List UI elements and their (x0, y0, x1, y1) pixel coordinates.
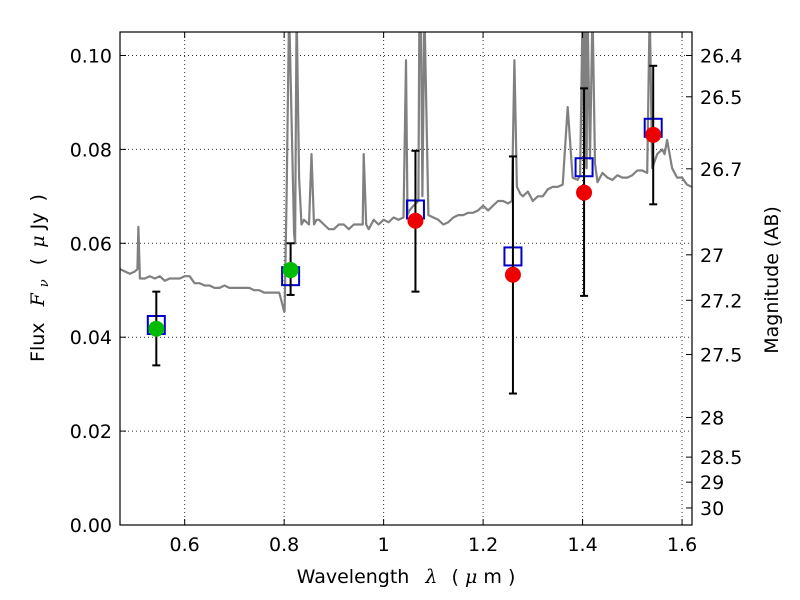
y2-tick-label: 29 (700, 472, 724, 494)
y-tick-label: 0.08 (70, 139, 112, 161)
y-tick-label: 0.04 (70, 327, 112, 349)
observed-point (407, 212, 424, 229)
x-tick-label: 0.8 (269, 534, 299, 556)
x-tick-label: 1.4 (567, 534, 597, 556)
observed-point (148, 320, 165, 337)
grid (120, 32, 692, 525)
y2-axis-label: Magnitude (AB) (761, 206, 783, 354)
y-axis-label-symbol: F (27, 292, 49, 307)
x-axis-label: Wavelength λ ( μ m ) (297, 566, 516, 588)
x-tick-label: 0.6 (170, 534, 200, 556)
observed-point (576, 184, 593, 201)
y-tick-label: 0.00 (70, 515, 112, 537)
y2-tick-label: 26.7 (700, 159, 742, 181)
y2-tick-label: 26.4 (700, 45, 742, 67)
y2-tick-label: 27 (700, 245, 724, 267)
y-tick-label: 0.02 (70, 421, 112, 443)
x-axis-label-close: ) (508, 566, 515, 588)
y2-tick-label: 26.5 (700, 87, 742, 109)
observed-point (504, 266, 521, 283)
plot-frame (119, 31, 693, 526)
x-tick-label: 1.2 (468, 534, 498, 556)
plot-area (120, 32, 692, 395)
y-axis-label: Flux F ν ( μ Jy ) (27, 194, 53, 362)
axis-ticks: 0.6 0.8 1 1.2 1.4 1.6 0.00 0.02 0.04 0.06 0.08 0.10… (70, 32, 742, 556)
model-spectrum-line (120, 32, 692, 313)
x-tick-label: 1.6 (667, 534, 697, 556)
x-axis-label-open: ( (452, 566, 459, 588)
y2-tick-label: 27.5 (700, 345, 742, 367)
y-axis-label-mu: μ (27, 235, 49, 247)
x-axis-label-mu: μ (465, 566, 477, 588)
x-axis-label-prefix: Wavelength (297, 566, 410, 588)
y-tick-label: 0.10 (70, 45, 112, 67)
y-tick-label: 0.06 (70, 233, 112, 255)
y-axis-label-open: ( (27, 258, 49, 265)
y2-tick-label: 27.2 (700, 290, 742, 312)
y2-tick-label: 28 (700, 407, 724, 429)
y-axis-label-close: ) (27, 194, 49, 201)
y-axis-label-subscript: ν (37, 279, 52, 287)
y-axis-label-prefix: Flux (27, 322, 49, 362)
y2-tick-label: 28.5 (700, 447, 742, 469)
x-axis-label-symbol: λ (424, 566, 437, 588)
x-tick-label: 1 (378, 534, 390, 556)
observed-point (282, 262, 299, 279)
y2-tick-label: 30 (700, 498, 724, 520)
observed-point (645, 126, 662, 143)
y-axis-label-unit: Jy (27, 213, 49, 231)
x-axis-label-unit: m (483, 566, 502, 588)
